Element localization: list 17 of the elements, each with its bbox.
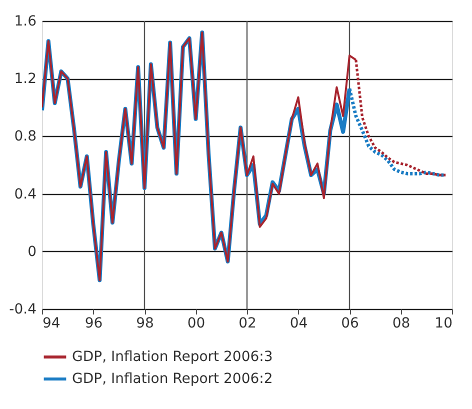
y-tick-label: 0	[28, 244, 36, 260]
x-tick-label: 02	[238, 316, 256, 332]
y-tick-label: 1.6	[14, 14, 37, 30]
y-tick-label: 0.4	[14, 186, 37, 202]
x-tick-label: 98	[136, 316, 154, 332]
x-tick-label: 96	[84, 316, 103, 332]
x-tick-label: 94	[42, 316, 60, 332]
x-tick-label: 08	[392, 316, 410, 332]
y-tick-label: -0.4	[9, 302, 37, 318]
x-tick-label: 04	[290, 316, 308, 332]
x-tick-label: 00	[187, 316, 206, 332]
y-tick-label: 0.8	[14, 128, 36, 145]
legend-label: GDP, Inflation Report 2006:2	[72, 371, 273, 387]
legend-label: GDP, Inflation Report 2006:3	[72, 349, 273, 365]
x-tick-label: 06	[341, 316, 359, 332]
x-tick-label: 10	[434, 316, 452, 332]
y-tick-label: 1.2	[14, 71, 36, 88]
